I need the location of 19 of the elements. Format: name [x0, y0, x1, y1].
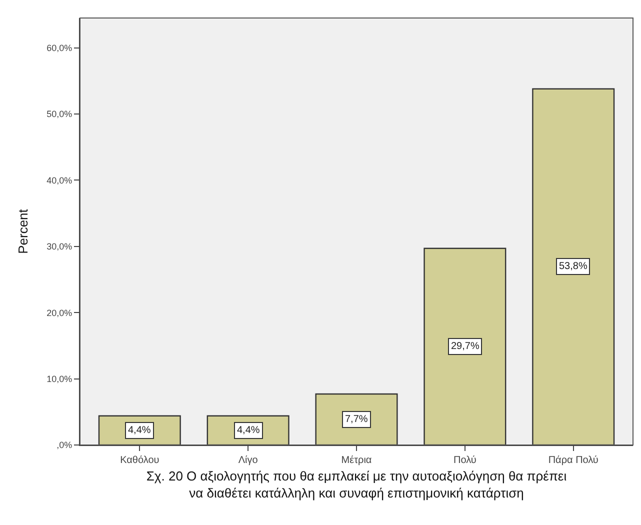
data-label: 4,4%	[237, 425, 260, 436]
x-tick-label: Καθόλου	[120, 455, 160, 466]
y-tick-label: 20,0%	[46, 308, 72, 318]
x-tick-label: Πολύ	[454, 455, 476, 466]
y-tick-label: 40,0%	[46, 175, 72, 186]
x-tick-label: Πάρα Πολύ	[548, 455, 598, 466]
y-tick-label: 30,0%	[46, 242, 72, 252]
data-label: 29,7%	[451, 341, 480, 352]
y-tick-label: 10,0%	[46, 374, 72, 384]
data-label: 53,8%	[559, 261, 588, 272]
y-tick-label: 60,0%	[46, 42, 72, 53]
data-label: 4,4%	[128, 425, 151, 436]
x-tick-label: Λίγο	[238, 455, 258, 466]
x-tick-label: Μέτρια	[341, 455, 372, 466]
y-axis-title: Percent	[16, 208, 31, 254]
y-tick-label: 50,0%	[46, 109, 72, 120]
data-label: 7,7%	[345, 414, 368, 425]
x-axis-title: Σχ. 20 Ο αξιολογητής που θα εμπλακεί με την αυτοαξιολόγηση θα πρέπει να διαθέτει κατάλληλη και συναφή επιστημονική κατάρτιση	[146, 468, 567, 500]
y-tick-label: ,0%	[56, 440, 72, 450]
